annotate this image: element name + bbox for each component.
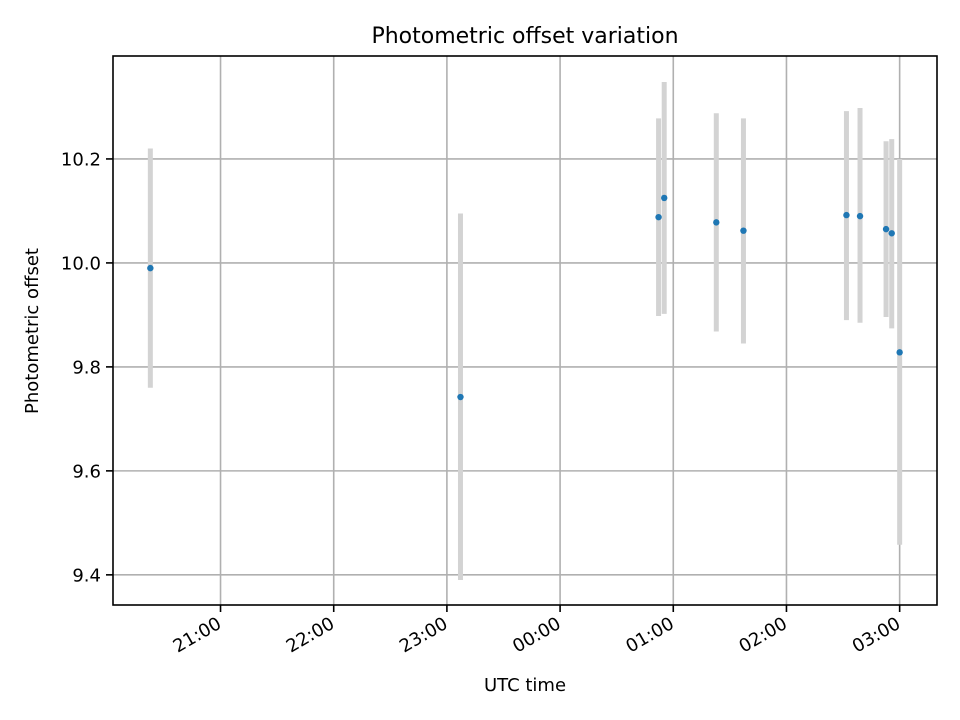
x-tick-label: 03:00 <box>849 613 904 657</box>
data-point <box>661 194 668 202</box>
x-axis-label: UTC time <box>484 675 566 696</box>
data-point <box>457 393 464 401</box>
y-tick-label: 9.4 <box>72 565 101 586</box>
x-tick-label: 00:00 <box>509 613 564 657</box>
x-tick-label: 01:00 <box>622 613 677 657</box>
data-point <box>713 219 720 226</box>
y-tick-label: 10.0 <box>61 253 101 274</box>
data-point <box>655 213 662 221</box>
data-point <box>896 349 903 356</box>
y-axis-ticks: 9.4 9.6 9.8 10.0 10.2 <box>61 149 113 586</box>
data-point <box>843 211 850 219</box>
x-tick-label: 02:00 <box>736 613 791 657</box>
grid-lines <box>113 56 937 605</box>
y-tick-label: 10.2 <box>61 149 101 170</box>
y-axis-label: Photometric offset <box>22 248 43 414</box>
data-point <box>740 227 747 234</box>
x-tick-label: 23:00 <box>396 613 451 657</box>
x-axis-ticks: 21:00 22:00 23:00 00:00 01:00 02:00 03:00 <box>170 605 904 657</box>
plot-frame <box>112 55 938 606</box>
x-tick-label: 21:00 <box>170 613 225 657</box>
data-point <box>888 230 895 237</box>
data-point <box>147 264 154 272</box>
chart-title: Photometric offset variation <box>371 24 678 49</box>
y-tick-label: 9.6 <box>72 461 101 482</box>
data-points <box>147 194 903 401</box>
data-point <box>856 212 864 220</box>
y-tick-label: 9.8 <box>72 357 101 378</box>
x-tick-label: 22:00 <box>283 613 338 657</box>
data-point <box>882 225 890 233</box>
